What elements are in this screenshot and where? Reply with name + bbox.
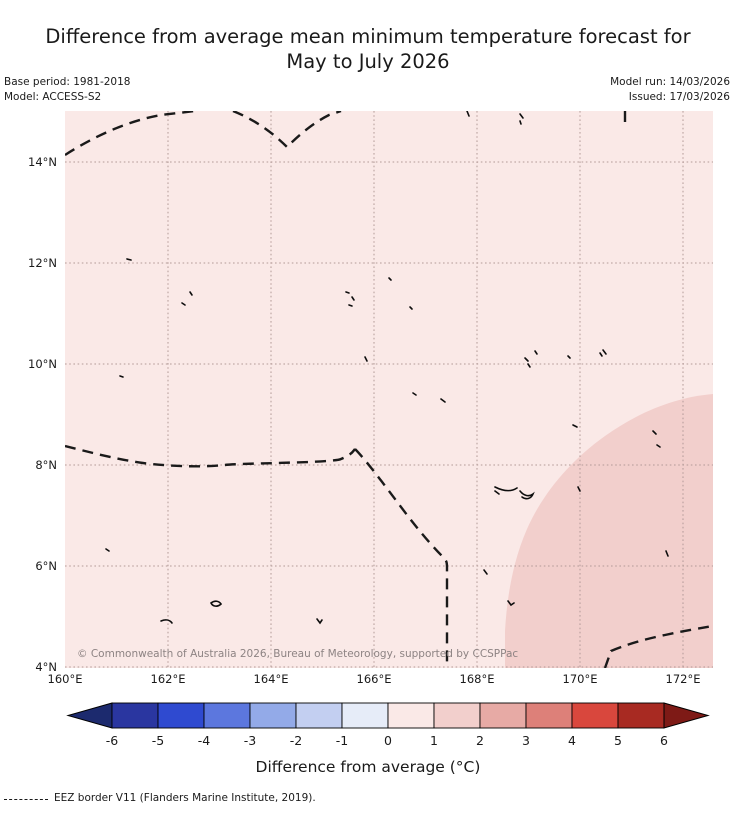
eez-border-southwest xyxy=(354,448,449,668)
colorbar-tick-label-3: 3 xyxy=(522,733,530,748)
colorbar-tick-label--2: -2 xyxy=(289,733,303,748)
eez-border-north-mid xyxy=(232,111,342,149)
model-run-text: Model run: 14/03/2026 xyxy=(610,76,730,88)
colorbar-tick-label--4: -4 xyxy=(197,733,211,748)
x-tick-label-168e: 168°E xyxy=(459,672,495,686)
colorbar-extend-under xyxy=(66,702,113,729)
x-tick-label-166e: 166°E xyxy=(356,672,392,686)
x-tick-label-162e: 162°E xyxy=(150,672,186,686)
x-tick-label-170e: 170°E xyxy=(562,672,598,686)
y-tick-label-8n: 8°N xyxy=(35,458,57,472)
metadata-left: Base period: 1981-2018 Model: ACCESS-S2 xyxy=(4,75,130,105)
issued-text: Issued: 17/03/2026 xyxy=(628,91,730,103)
eez-border-legend-text: EEZ border V11 (Flanders Marine Institut… xyxy=(54,792,316,804)
y-tick-label-12n: 12°N xyxy=(28,256,57,270)
eez-border-west xyxy=(65,444,356,468)
eez-border-southeast xyxy=(603,624,713,668)
colorbar-tick-label--1: -1 xyxy=(335,733,349,748)
colorbar-canvas xyxy=(66,702,710,729)
x-tick-label-160e: 160°E xyxy=(47,672,83,686)
map-gridlines xyxy=(65,111,713,668)
anomaly-region-1-2c xyxy=(505,394,713,668)
x-tick-label-172e: 172°E xyxy=(665,672,701,686)
x-axis-labels: 160°E 162°E 164°E 166°E 168°E 170°E 172°… xyxy=(0,672,736,690)
model-text: Model: ACCESS-S2 xyxy=(4,91,102,103)
colorbar-bands xyxy=(111,702,665,729)
colorbar-tick-label-4: 4 xyxy=(568,733,576,748)
island-coastlines xyxy=(105,111,669,625)
map-copyright-text: © Commonwealth of Australia 2026, Bureau… xyxy=(77,648,519,660)
title-line-2: May to July 2026 xyxy=(286,50,450,73)
colorbar-tick-label-5: 5 xyxy=(614,733,622,748)
colorbar-axis-label: Difference from average (°C) xyxy=(255,758,481,776)
map-plot-area: © Commonwealth of Australia 2026, Bureau… xyxy=(65,111,713,668)
title-line-1: Difference from average mean minimum tem… xyxy=(45,25,691,48)
y-tick-label-10n: 10°N xyxy=(28,357,57,371)
colorbar: -6 -5 -4 -3 -2 -1 0 1 2 3 4 5 6 xyxy=(0,700,736,760)
eez-border-lines xyxy=(65,111,713,668)
colorbar-tick-label-1: 1 xyxy=(430,733,438,748)
colorbar-tick-label-6: 6 xyxy=(660,733,668,748)
colorbar-tick-label--6: -6 xyxy=(105,733,119,748)
map-canvas xyxy=(65,111,713,668)
y-tick-label-14n: 14°N xyxy=(28,155,57,169)
colorbar-tick-label-0: 0 xyxy=(384,733,392,748)
base-period-text: Base period: 1981-2018 xyxy=(4,76,131,88)
eez-border-legend-icon xyxy=(4,798,48,800)
metadata-right: Model run: 14/03/2026 Issued: 17/03/2026 xyxy=(610,75,730,105)
colorbar-tick-label-2: 2 xyxy=(476,733,484,748)
x-tick-label-164e: 164°E xyxy=(253,672,289,686)
colorbar-tick-label--3: -3 xyxy=(243,733,257,748)
y-tick-label-6n: 6°N xyxy=(35,559,57,573)
colorbar-extend-over xyxy=(663,702,710,729)
eez-border-north xyxy=(65,111,196,157)
colorbar-tick-label--5: -5 xyxy=(151,733,165,748)
page-title: Difference from average mean minimum tem… xyxy=(0,24,736,74)
footer-legend: EEZ border V11 (Flanders Marine Institut… xyxy=(4,792,316,804)
y-tick-label-4n: 4°N xyxy=(35,660,57,674)
